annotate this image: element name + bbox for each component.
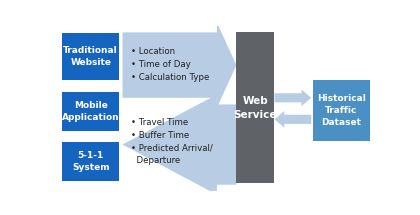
Text: • Location
• Time of Day
• Calculation Type: • Location • Time of Day • Calculation T…	[131, 47, 209, 82]
Polygon shape	[275, 111, 311, 128]
FancyBboxPatch shape	[62, 92, 119, 131]
Text: Web
Service: Web Service	[234, 96, 277, 120]
Text: • Travel Time
• Buffer Time
• Predicted Arrival/
  Departure: • Travel Time • Buffer Time • Predicted …	[131, 118, 213, 166]
Text: 5-1-1
System: 5-1-1 System	[72, 151, 110, 172]
FancyBboxPatch shape	[62, 142, 119, 181]
Polygon shape	[123, 95, 236, 195]
Text: Traditional
Website: Traditional Website	[63, 46, 118, 67]
Text: Historical
Traffic
Dataset: Historical Traffic Dataset	[317, 94, 366, 127]
Polygon shape	[123, 23, 236, 108]
FancyBboxPatch shape	[62, 33, 119, 80]
FancyBboxPatch shape	[236, 32, 274, 183]
Text: Mobile
Application: Mobile Application	[62, 101, 120, 122]
FancyBboxPatch shape	[313, 80, 370, 141]
Polygon shape	[275, 89, 311, 106]
